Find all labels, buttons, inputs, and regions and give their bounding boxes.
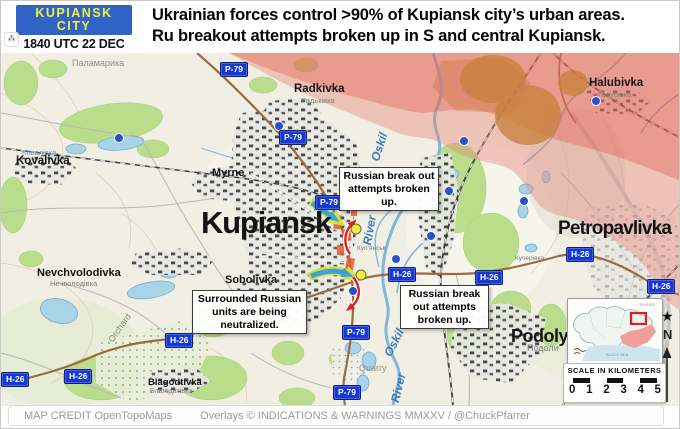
label-kupiansk: Kupiansk	[201, 205, 332, 240]
scale-bar: SCALE IN KILOMETERS 0 1 2 3 4 5	[563, 363, 666, 403]
shield-h26-4: H-26	[389, 268, 416, 281]
overlay-credit: Overlays © INDICATIONS & WARNINGS MMXXV …	[200, 410, 530, 422]
shield-h26-5: H-26	[476, 271, 503, 284]
scale-label: SCALE IN KILOMETERS	[567, 366, 662, 375]
label-blagodtivka: Blagodtivka	[148, 377, 202, 388]
inset-sea-label: BLACK SEA	[606, 352, 629, 357]
label-myrne: Myrne	[212, 167, 245, 179]
headline-line2: Ru breakout attempts broken up in S and …	[152, 27, 606, 46]
shield-h26-2: H-26	[65, 370, 92, 383]
label-nevchvolodivka-cyr: Нечволодівка	[50, 279, 98, 288]
shield-p79-3: P-79	[316, 196, 342, 209]
shield-p79-5: P-79	[334, 386, 360, 399]
shield-h26-6: H-26	[567, 248, 594, 261]
scale-tick: 4	[637, 384, 644, 396]
timestamp: 1840 UTC 22 DEC	[23, 37, 125, 51]
label-kovalivka-cyr: Ковалівка	[22, 148, 57, 157]
north-arrow-icon	[662, 347, 672, 402]
badge-line2: CITY	[56, 19, 92, 33]
scale-tick: 0	[569, 384, 576, 396]
annotation-breakout-north: Russian break out attempts broken up.	[339, 167, 439, 212]
credit-bar: MAP CREDIT OpenTopoMaps Overlays © INDICA…	[8, 405, 664, 426]
label-kupiansk-cyr: Куп’янськ	[357, 245, 386, 252]
russian-breakout-arrows	[342, 219, 362, 311]
shield-p79-2: P-79	[280, 131, 306, 144]
north-star-icon: ★	[661, 308, 674, 324]
label-petropavlivka: Petropavlivka	[558, 218, 672, 239]
shield-p79-1: P-79	[221, 63, 247, 76]
label-halubivka-cyr: Голубівка	[598, 90, 632, 99]
ukraine-inset-map: RUSSIA BLACK SEA	[567, 298, 663, 364]
ukrainian-attack-arrows	[306, 197, 361, 282]
north-label: N	[663, 327, 673, 342]
label-halubivka: Halubivka	[589, 77, 644, 89]
label-radkivka-cyr: Радьківка	[301, 96, 335, 105]
scale-tick: 3	[620, 384, 627, 396]
shield-p79-4: P-79	[343, 326, 369, 339]
label-palamarika: Паламарика	[72, 58, 125, 68]
label-radkivka: Radkivka	[294, 83, 345, 95]
badge-line1: KUPIANSK	[35, 6, 113, 20]
inset-russia-label: RUSSIA	[640, 302, 655, 307]
asterism-icon: ⁂	[4, 32, 19, 47]
map-credit: MAP CREDIT OpenTopoMaps	[24, 410, 173, 422]
scale-tick: 1	[586, 384, 593, 396]
label-kucherivka: Кучерівка	[515, 255, 545, 262]
label-sobolivka: Sobolivka	[225, 274, 277, 286]
label-blagodtivka-cyr: Благодатівка	[150, 388, 193, 395]
headline-line1: Ukrainian forces control >90% of Kupians…	[152, 6, 625, 24]
scale-segments	[573, 378, 657, 383]
scale-ticks: 0 1 2 3 4 5	[569, 384, 661, 396]
label-podoly-cyr: Подоли	[527, 343, 559, 353]
label-kovalivka: Kovalivka	[16, 155, 70, 167]
shield-h26-3: H-26	[166, 334, 193, 347]
scale-tick: 5	[654, 384, 661, 396]
label-quarry: Quarry	[359, 363, 387, 373]
map-title-badge: KUPIANSK CITY	[16, 5, 132, 35]
shield-h26-1: H-26	[2, 373, 29, 386]
label-nevchvolodivka: Nevchvolodivka	[37, 267, 121, 279]
scale-tick: 2	[603, 384, 610, 396]
annotation-surrounded: Surrounded Russian units are being neutr…	[192, 290, 307, 335]
annotation-breakout-south: Russian break out attempts broken up.	[400, 285, 489, 330]
label-podoly: Podoly	[511, 326, 569, 346]
russian-control-zone	[229, 53, 679, 310]
shield-h26-7: H-26	[648, 280, 675, 293]
headline: Ukrainian forces control >90% of Kupians…	[152, 5, 625, 48]
